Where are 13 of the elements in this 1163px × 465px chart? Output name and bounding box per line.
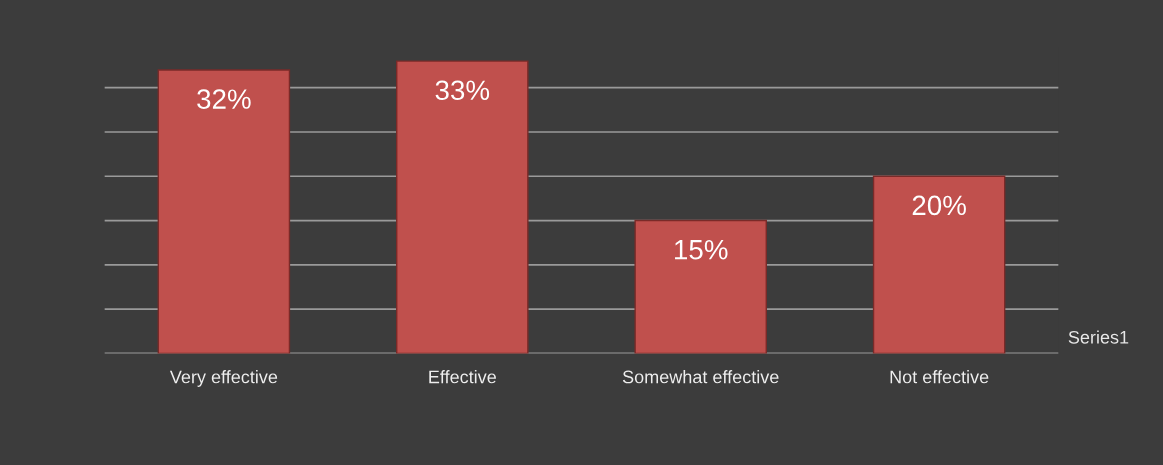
text: Series1 xyxy=(1068,330,1129,344)
x-tick-label: Very effective xyxy=(169,370,278,387)
bar xyxy=(634,219,767,354)
data-label: 15% xyxy=(675,239,728,260)
bar xyxy=(157,69,291,354)
data-label: 32% xyxy=(197,89,251,109)
x-tick-label: Not effective xyxy=(890,370,989,384)
data-label: 33% xyxy=(435,80,490,101)
data-label: 20% xyxy=(912,195,966,216)
x-tick-label: Somewhat effective xyxy=(622,370,779,384)
bar xyxy=(872,175,1006,354)
x-tick-label: Effective xyxy=(429,370,496,384)
bar xyxy=(396,60,529,354)
